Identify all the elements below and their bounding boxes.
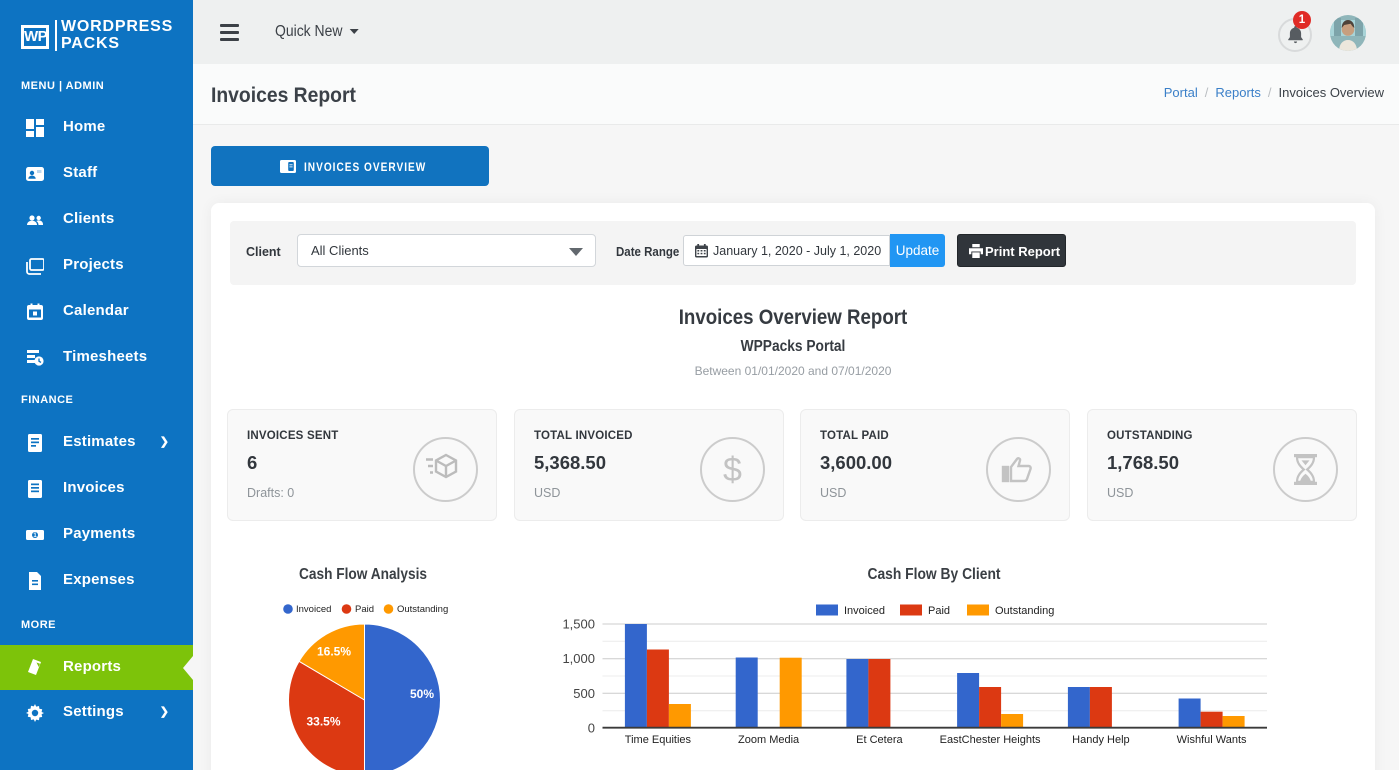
svg-text:Invoiced: Invoiced xyxy=(844,605,885,617)
svg-text:Outstanding: Outstanding xyxy=(397,604,448,615)
svg-text:1,500: 1,500 xyxy=(562,617,595,632)
svg-text:Et Cetera: Et Cetera xyxy=(856,734,903,746)
svg-text:0: 0 xyxy=(588,721,595,736)
svg-text:Handy Help: Handy Help xyxy=(1072,734,1129,746)
svg-text:$: $ xyxy=(723,451,742,489)
svg-text:1,000: 1,000 xyxy=(562,651,595,666)
svg-text:Paid: Paid xyxy=(355,604,374,615)
svg-text:Outstanding: Outstanding xyxy=(995,605,1054,617)
svg-text:Time Equities: Time Equities xyxy=(625,734,692,746)
svg-text:16.5%: 16.5% xyxy=(317,645,351,659)
svg-text:500: 500 xyxy=(573,686,595,701)
svg-text:33.5%: 33.5% xyxy=(306,715,340,729)
svg-text:Zoom Media: Zoom Media xyxy=(738,734,800,746)
svg-text:50%: 50% xyxy=(410,687,434,701)
svg-text:EastChester Heights: EastChester Heights xyxy=(940,734,1041,746)
svg-text:Wishful Wants: Wishful Wants xyxy=(1177,734,1247,746)
svg-text:1: 1 xyxy=(33,533,37,539)
svg-text:Invoiced: Invoiced xyxy=(296,604,331,615)
svg-text:Paid: Paid xyxy=(928,605,950,617)
